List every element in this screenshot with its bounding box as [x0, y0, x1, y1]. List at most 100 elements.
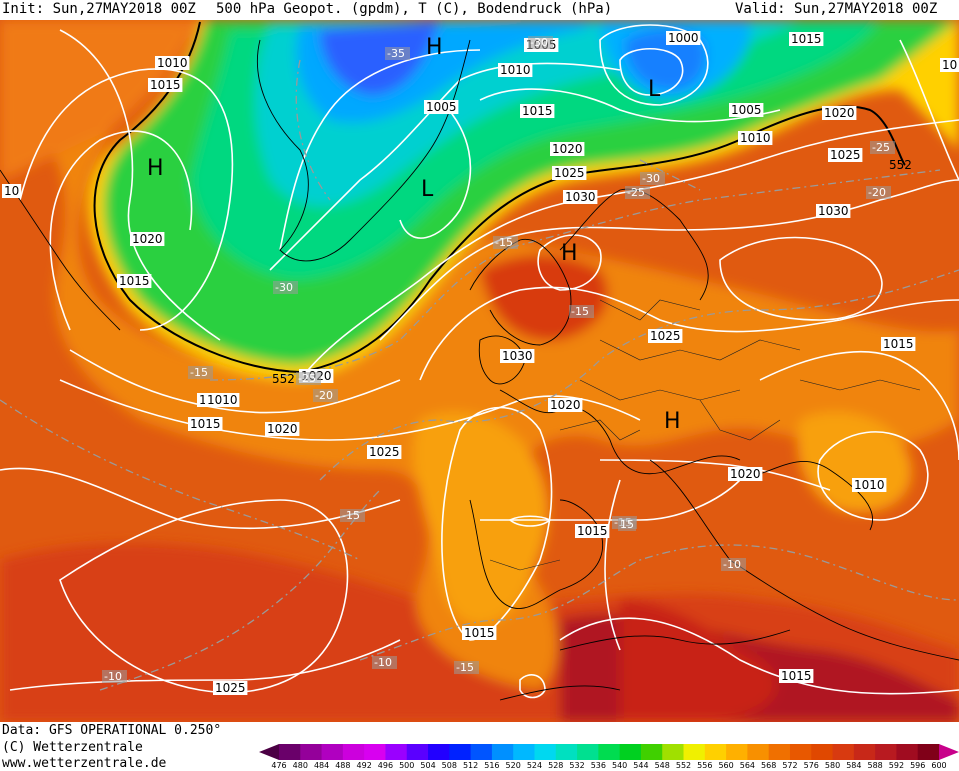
temperature-label-text: -35	[387, 47, 405, 60]
pressure-label: 1010	[498, 63, 533, 77]
temperature-label: -10	[102, 670, 127, 683]
website-url: www.wetterzentrale.de	[2, 756, 167, 771]
temperature-label: -20	[313, 389, 338, 402]
data-source: Data: GFS OPERATIONAL 0.250°	[2, 723, 222, 738]
pressure-label-text: 1015	[150, 78, 181, 92]
colorbar-tick-label: 528	[548, 761, 564, 770]
temperature-label: -25	[296, 372, 321, 385]
colorbar-segment	[704, 744, 727, 760]
high-pressure-center: H	[147, 156, 164, 181]
temperature-label-text: -25	[298, 372, 316, 385]
geopot-552-line	[93, 21, 906, 374]
pressure-label: 1010	[852, 478, 887, 492]
colorbar-tick-label: 476	[271, 761, 287, 770]
colorbar-segment	[853, 744, 876, 760]
temperature-label-text: -30	[275, 281, 293, 294]
colorbar-segment	[470, 744, 493, 760]
colorbar-tick-label: 500	[399, 761, 415, 770]
colorbar-tick-label: 480	[292, 761, 308, 770]
colorbar-tick-label: 508	[441, 761, 457, 770]
coastlines	[0, 39, 959, 701]
pressure-label: 1015	[188, 417, 223, 431]
temperature-label: -30	[528, 36, 553, 49]
colorbar-right-arrow	[939, 744, 959, 760]
pressure-label: 1030	[816, 204, 851, 218]
temperature-label-text: -25	[872, 141, 890, 154]
pressure-label-text: 10	[942, 58, 957, 72]
pressure-label-text: 1020	[267, 422, 298, 436]
pressure-label-text: 1015	[190, 417, 221, 431]
temperature-label-text: -10	[104, 670, 122, 683]
low-pressure-center: L	[421, 177, 434, 202]
pressure-label-text: 1015	[781, 669, 812, 683]
pressure-label: 1020	[548, 398, 583, 412]
pressure-label-text: 1030	[502, 349, 533, 363]
colorbar-segment	[726, 744, 748, 760]
colorbar-left-arrow	[259, 744, 279, 760]
geopot-552-label-east: 552	[889, 158, 912, 172]
temperature-label: -35	[385, 47, 410, 60]
colorbar-segment	[896, 744, 919, 760]
pressure-label: 1025	[552, 166, 587, 180]
map-svg: 1010101510102010151015101010051005101010…	[0, 20, 959, 722]
pressure-label-text: 1015	[119, 274, 150, 288]
pressure-label-text: 1000	[668, 31, 699, 45]
pressure-label-text: 10	[4, 184, 19, 198]
colorbar-tick-label: 576	[803, 761, 819, 770]
pressure-label: 1015	[148, 78, 183, 92]
temperature-label: -15	[340, 509, 365, 522]
colorbar-tick-label: 524	[526, 761, 543, 770]
geopot-552-label: 552	[272, 372, 295, 386]
pressure-label: 1020	[822, 106, 857, 120]
temperature-label-text: -25	[627, 186, 645, 199]
temperature-label-text: -10	[723, 558, 741, 571]
colorbar-segment	[534, 744, 557, 760]
colorbar-segment	[811, 744, 834, 760]
temperature-label: -30	[273, 281, 298, 294]
pressure-label-text: 1030	[818, 204, 849, 218]
colorbar-segment	[321, 744, 344, 760]
valid-time: Valid: Sun,27MAY2018 00Z	[735, 1, 938, 17]
colorbar-segment	[577, 744, 599, 760]
pressure-label-text: 1005	[731, 103, 762, 117]
temperature-label-text: -15	[495, 236, 513, 249]
colorbar-tick-label: 556	[697, 761, 713, 770]
country-borders	[489, 299, 921, 571]
pressure-label: 1030	[563, 190, 598, 204]
temperature-label-text: -10	[374, 656, 392, 669]
header-bar: Init: Sun,27MAY2018 00Z 500 hPa Geopot. …	[0, 0, 959, 20]
temperature-label: -25	[870, 141, 895, 154]
pressure-label-text: 1015	[883, 337, 914, 351]
high-pressure-center: H	[561, 241, 578, 266]
colorbar-segment	[300, 744, 323, 760]
low-pressure-center: L	[648, 77, 661, 102]
temperature-label-text: -30	[642, 172, 660, 185]
pressure-label-text: 1025	[369, 445, 400, 459]
pressure-label: 1000	[666, 31, 701, 45]
colorbar-segment	[747, 744, 770, 760]
colorbar-segment	[513, 744, 535, 760]
pressure-label-text: 1015	[577, 524, 608, 538]
temperature-lines	[0, 59, 959, 691]
chart-title: 500 hPa Geopot. (gpdm), T (C), Bodendruc…	[216, 1, 613, 17]
temperature-label: -15	[493, 236, 518, 249]
pressure-label-text: 1020	[824, 106, 855, 120]
temperature-label-text: -15	[342, 509, 360, 522]
temperature-label: -10	[372, 656, 397, 669]
temperature-label-text: -15	[571, 305, 589, 318]
pressure-label: 1015	[789, 32, 824, 46]
colorbar-tick-label: 512	[462, 761, 479, 770]
temperature-label-text: -15	[456, 661, 474, 674]
colorbar-segment	[640, 744, 663, 760]
colorbar-segment	[428, 744, 450, 760]
colorbar-tick-label: 552	[675, 761, 692, 770]
colorbar-segment	[789, 744, 812, 760]
colorbar-segment	[555, 744, 578, 760]
colorbar	[259, 744, 959, 760]
pressure-label: 1025	[213, 681, 248, 695]
high-pressure-center: H	[664, 409, 681, 434]
colorbar-tick-label: 600	[931, 761, 947, 770]
init-time: Init: Sun,27MAY2018 00Z	[2, 1, 196, 17]
pressure-label: 1005	[729, 103, 764, 117]
colorbar-tick-label: 504	[420, 761, 436, 770]
